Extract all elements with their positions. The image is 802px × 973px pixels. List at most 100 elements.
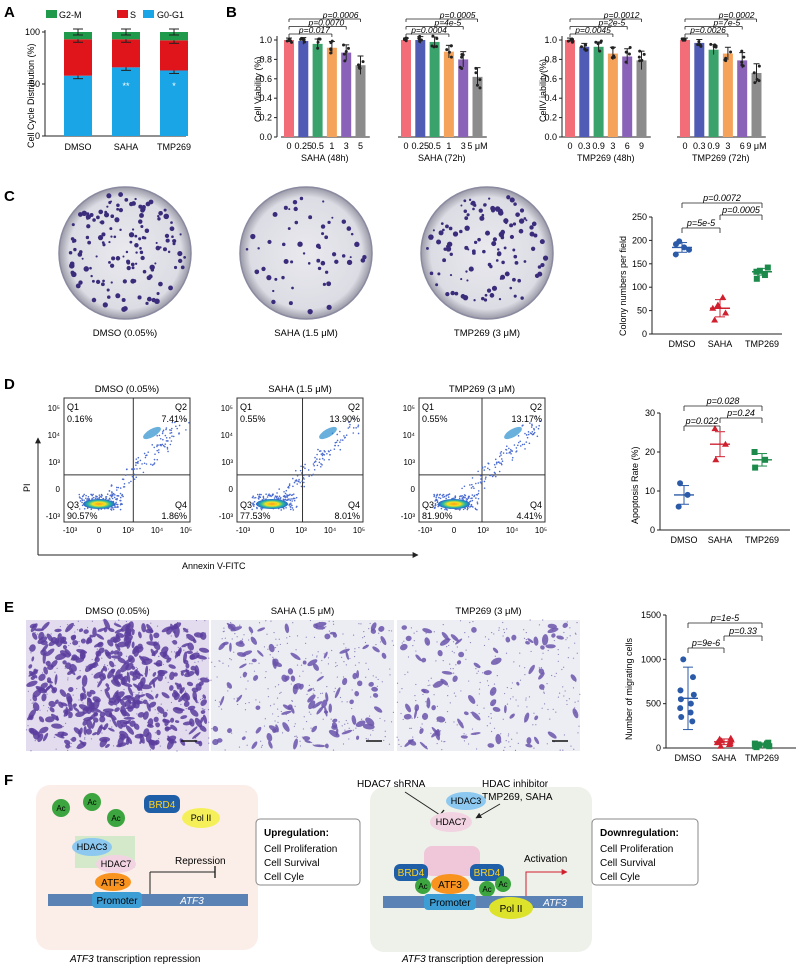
membrane-pore	[208, 657, 210, 659]
membrane-pore	[449, 702, 451, 704]
event-dot	[500, 462, 503, 465]
migrated-cell	[202, 694, 207, 700]
event-dot	[526, 436, 529, 439]
event-dot	[87, 497, 89, 500]
event-dot	[468, 495, 470, 498]
quadrant-name: Q4	[175, 500, 187, 510]
membrane-pore	[305, 657, 307, 660]
colony-dot	[108, 260, 111, 264]
membrane-pore	[441, 749, 443, 751]
migrated-cell	[89, 634, 94, 638]
membrane-pore	[488, 638, 490, 640]
event-dot	[102, 497, 104, 500]
membrane-pore	[218, 706, 220, 708]
event-dot	[283, 490, 285, 493]
membrane-pore	[413, 640, 415, 642]
colony-dot	[481, 296, 485, 301]
membrane-pore	[460, 690, 462, 692]
colony-dot	[293, 206, 298, 212]
membrane-pore	[170, 701, 173, 704]
event-dot	[175, 425, 177, 428]
event-dot	[296, 483, 299, 485]
migrated-cell	[227, 728, 232, 734]
colony-dot	[509, 223, 514, 228]
event-dot	[288, 504, 291, 506]
event-dot	[333, 448, 336, 450]
migrated-cell	[54, 628, 62, 633]
colony-dot	[512, 277, 516, 282]
membrane-pore	[195, 619, 198, 622]
colony-dot	[257, 247, 260, 250]
acetyl-circle	[52, 799, 70, 817]
membrane-pore	[46, 693, 48, 695]
data-point	[677, 687, 684, 694]
event-dot	[296, 474, 299, 477]
migrated-cell	[117, 651, 123, 657]
bar-s	[112, 39, 140, 68]
event-dot	[133, 473, 135, 475]
event-dot	[531, 424, 533, 427]
colony-dot	[86, 215, 90, 218]
event-dot	[123, 486, 126, 488]
migrated-cell	[287, 668, 294, 675]
colony-dot	[460, 204, 463, 207]
colony-dot	[78, 250, 83, 254]
inhibitor-drugs-label: TMP269, SAHA	[482, 792, 553, 803]
membrane-pore	[490, 717, 492, 719]
membrane-pore	[166, 709, 168, 711]
colony-dot	[102, 279, 105, 283]
event-dot	[487, 467, 489, 470]
migrated-cell	[200, 710, 206, 714]
migrated-cell	[313, 663, 320, 671]
membrane-pore	[410, 727, 412, 729]
migrated-cell	[173, 672, 178, 677]
migrated-cell	[183, 701, 190, 707]
event-dot	[448, 493, 451, 495]
event-dot	[119, 487, 122, 489]
plate-label: SAHA (1.5 μM)	[274, 328, 338, 339]
membrane-pore	[259, 701, 261, 703]
event-dot	[509, 451, 511, 454]
membrane-pore	[502, 718, 504, 720]
y-tick-label: 1.0	[544, 35, 557, 45]
panel-e-letter: E	[4, 599, 14, 616]
migrated-cell	[268, 740, 273, 749]
event-dot	[470, 487, 473, 489]
flow-plot-title: DMSO (0.05%)	[95, 384, 159, 395]
data-point	[594, 40, 598, 44]
membrane-pore	[286, 637, 288, 639]
flow-y-tick-label: 10⁵	[48, 404, 60, 413]
colony-dot	[132, 279, 137, 283]
membrane-pore	[538, 667, 540, 669]
colony-dot	[465, 270, 468, 273]
event-dot	[119, 508, 122, 511]
colony-dot	[483, 203, 487, 207]
membrane-pore	[133, 691, 135, 693]
colony-dot	[81, 210, 87, 217]
membrane-pore	[413, 632, 415, 634]
membrane-pore	[289, 635, 291, 638]
colony-dot	[138, 237, 142, 241]
membrane-pore	[517, 705, 519, 707]
event-dot	[484, 466, 486, 468]
event-dot	[257, 497, 260, 500]
bar-g0-g1	[112, 67, 140, 136]
membrane-pore	[512, 696, 514, 698]
membrane-pore	[465, 658, 467, 660]
membrane-pore	[157, 641, 160, 643]
membrane-pore	[62, 725, 64, 728]
event-dot	[143, 452, 146, 455]
event-dot	[256, 493, 259, 496]
colony-dot	[503, 246, 507, 250]
atf3-protein-label: ATF3	[438, 880, 462, 891]
membrane-pore	[218, 660, 220, 662]
membrane-pore	[364, 641, 367, 644]
membrane-pore	[348, 738, 350, 740]
y-tick-label: 150	[632, 259, 647, 269]
data-point	[740, 49, 744, 53]
migrated-cell	[40, 640, 48, 646]
migrated-cell	[471, 626, 477, 633]
migrated-cell	[180, 715, 188, 720]
migrated-cell	[45, 648, 55, 657]
viability-bar	[429, 41, 440, 137]
